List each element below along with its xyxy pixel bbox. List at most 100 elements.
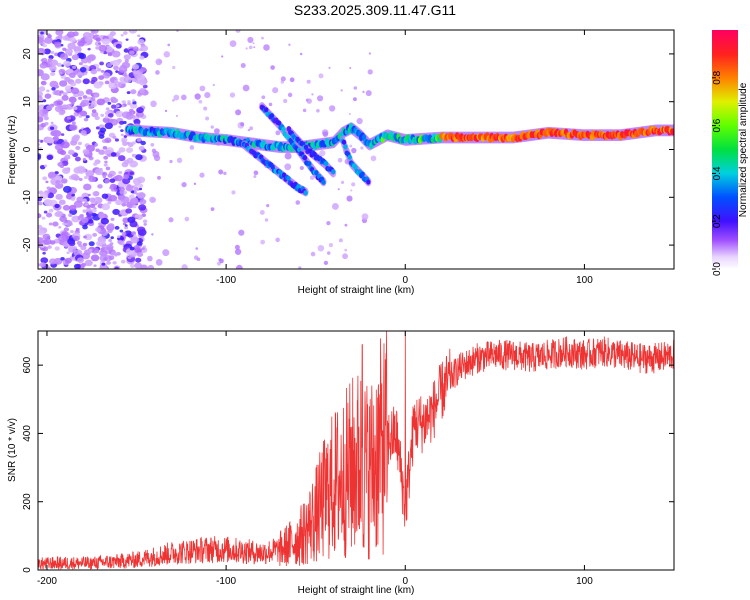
noise-blob: [164, 109, 168, 113]
noise-blob: [127, 256, 132, 260]
noise-blob: [83, 72, 88, 76]
noise-blob: [121, 104, 125, 108]
noise-blob: [99, 254, 108, 262]
noise-blob: [139, 89, 146, 94]
noise-blob: [75, 145, 81, 151]
colorbar-tick-label: 0.0: [712, 262, 723, 276]
noise-blob: [121, 61, 131, 69]
noise-blob: [95, 227, 102, 232]
noise-blob: [64, 220, 68, 224]
noise-blob: [39, 62, 48, 69]
noise-blob: [94, 115, 100, 121]
noise-blob: [88, 105, 94, 110]
noise-blob: [102, 146, 108, 150]
noise-blob: [132, 177, 142, 185]
noise-blob: [101, 203, 111, 211]
noise-blob: [361, 213, 369, 221]
noise-blob: [51, 87, 56, 91]
noise-blob: [143, 223, 147, 226]
noise-blob: [151, 233, 154, 236]
noise-blob: [91, 109, 97, 113]
noise-blob: [82, 198, 87, 202]
noise-blob: [134, 262, 143, 269]
noise-blob: [83, 235, 87, 239]
noise-blob: [119, 229, 124, 233]
noise-blob: [38, 139, 41, 143]
noise-blob: [66, 251, 70, 255]
noise-blob: [85, 89, 93, 95]
noise-blob: [149, 196, 156, 203]
noise-blob: [140, 45, 149, 52]
noise-blob: [129, 102, 138, 109]
noise-blob: [348, 112, 351, 115]
noise-blob: [55, 30, 64, 36]
noise-blob: [115, 43, 122, 49]
noise-blob: [322, 131, 329, 137]
noise-blob: [48, 222, 53, 226]
noise-blob: [83, 117, 89, 122]
noise-blob: [38, 95, 43, 102]
noise-blob: [69, 241, 76, 247]
noise-blob: [370, 155, 377, 162]
noise-blob: [64, 48, 73, 55]
drift-1-cell: [286, 175, 291, 182]
noise-blob: [58, 110, 65, 116]
noise-blob: [87, 193, 91, 197]
noise-blob: [142, 219, 148, 224]
noise-blob: [114, 138, 119, 142]
noise-blob: [111, 104, 117, 109]
y-tick-label: 0: [22, 146, 33, 152]
noise-blob: [126, 91, 131, 95]
noise-blob: [223, 171, 227, 176]
noise-blob: [189, 145, 195, 150]
noise-blob: [316, 95, 324, 102]
noise-blob: [125, 184, 134, 192]
noise-blob: [90, 97, 96, 102]
noise-blob: [45, 180, 49, 184]
noise-blob: [115, 199, 123, 206]
noise-blob: [77, 166, 86, 174]
noise-blob: [130, 114, 136, 119]
noise-blob: [50, 50, 55, 55]
noise-blob: [60, 133, 65, 136]
noise-blob: [82, 78, 90, 85]
noise-blob: [60, 141, 70, 149]
noise-blob: [212, 83, 215, 87]
noise-blob: [54, 41, 62, 48]
noise-blob: [69, 204, 77, 211]
noise-blob: [63, 227, 70, 232]
noise-blob: [107, 101, 112, 105]
drift-2-cell: [264, 107, 269, 113]
noise-blob: [46, 212, 53, 218]
noise-blob: [42, 99, 47, 103]
spectrogram-x-label: Height of straight line (km): [298, 285, 415, 296]
noise-blob: [289, 77, 295, 83]
noise-blob: [299, 165, 304, 171]
noise-blob: [65, 154, 69, 158]
noise-blob: [70, 197, 76, 201]
noise-blob: [67, 42, 76, 50]
noise-blob: [48, 208, 54, 213]
noise-blob: [139, 79, 147, 86]
noise-blob: [122, 120, 127, 125]
noise-blob: [95, 249, 100, 253]
noise-blob: [139, 55, 145, 60]
noise-blob: [100, 69, 105, 73]
noise-blob: [305, 98, 309, 102]
noise-blob: [368, 52, 371, 55]
noise-blob: [169, 159, 173, 164]
noise-blob: [235, 109, 242, 116]
noise-blob: [64, 257, 72, 264]
noise-blob: [175, 114, 178, 117]
noise-blob: [66, 116, 72, 120]
noise-blob: [38, 201, 43, 206]
noise-blob: [203, 106, 208, 111]
noise-blob: [123, 174, 130, 180]
noise-blob: [68, 96, 77, 103]
noise-blob: [84, 203, 89, 206]
noise-blob: [99, 264, 108, 269]
noise-blob: [80, 245, 87, 251]
noise-blob: [352, 97, 357, 102]
noise-blob: [130, 264, 135, 269]
noise-blob: [123, 159, 130, 165]
